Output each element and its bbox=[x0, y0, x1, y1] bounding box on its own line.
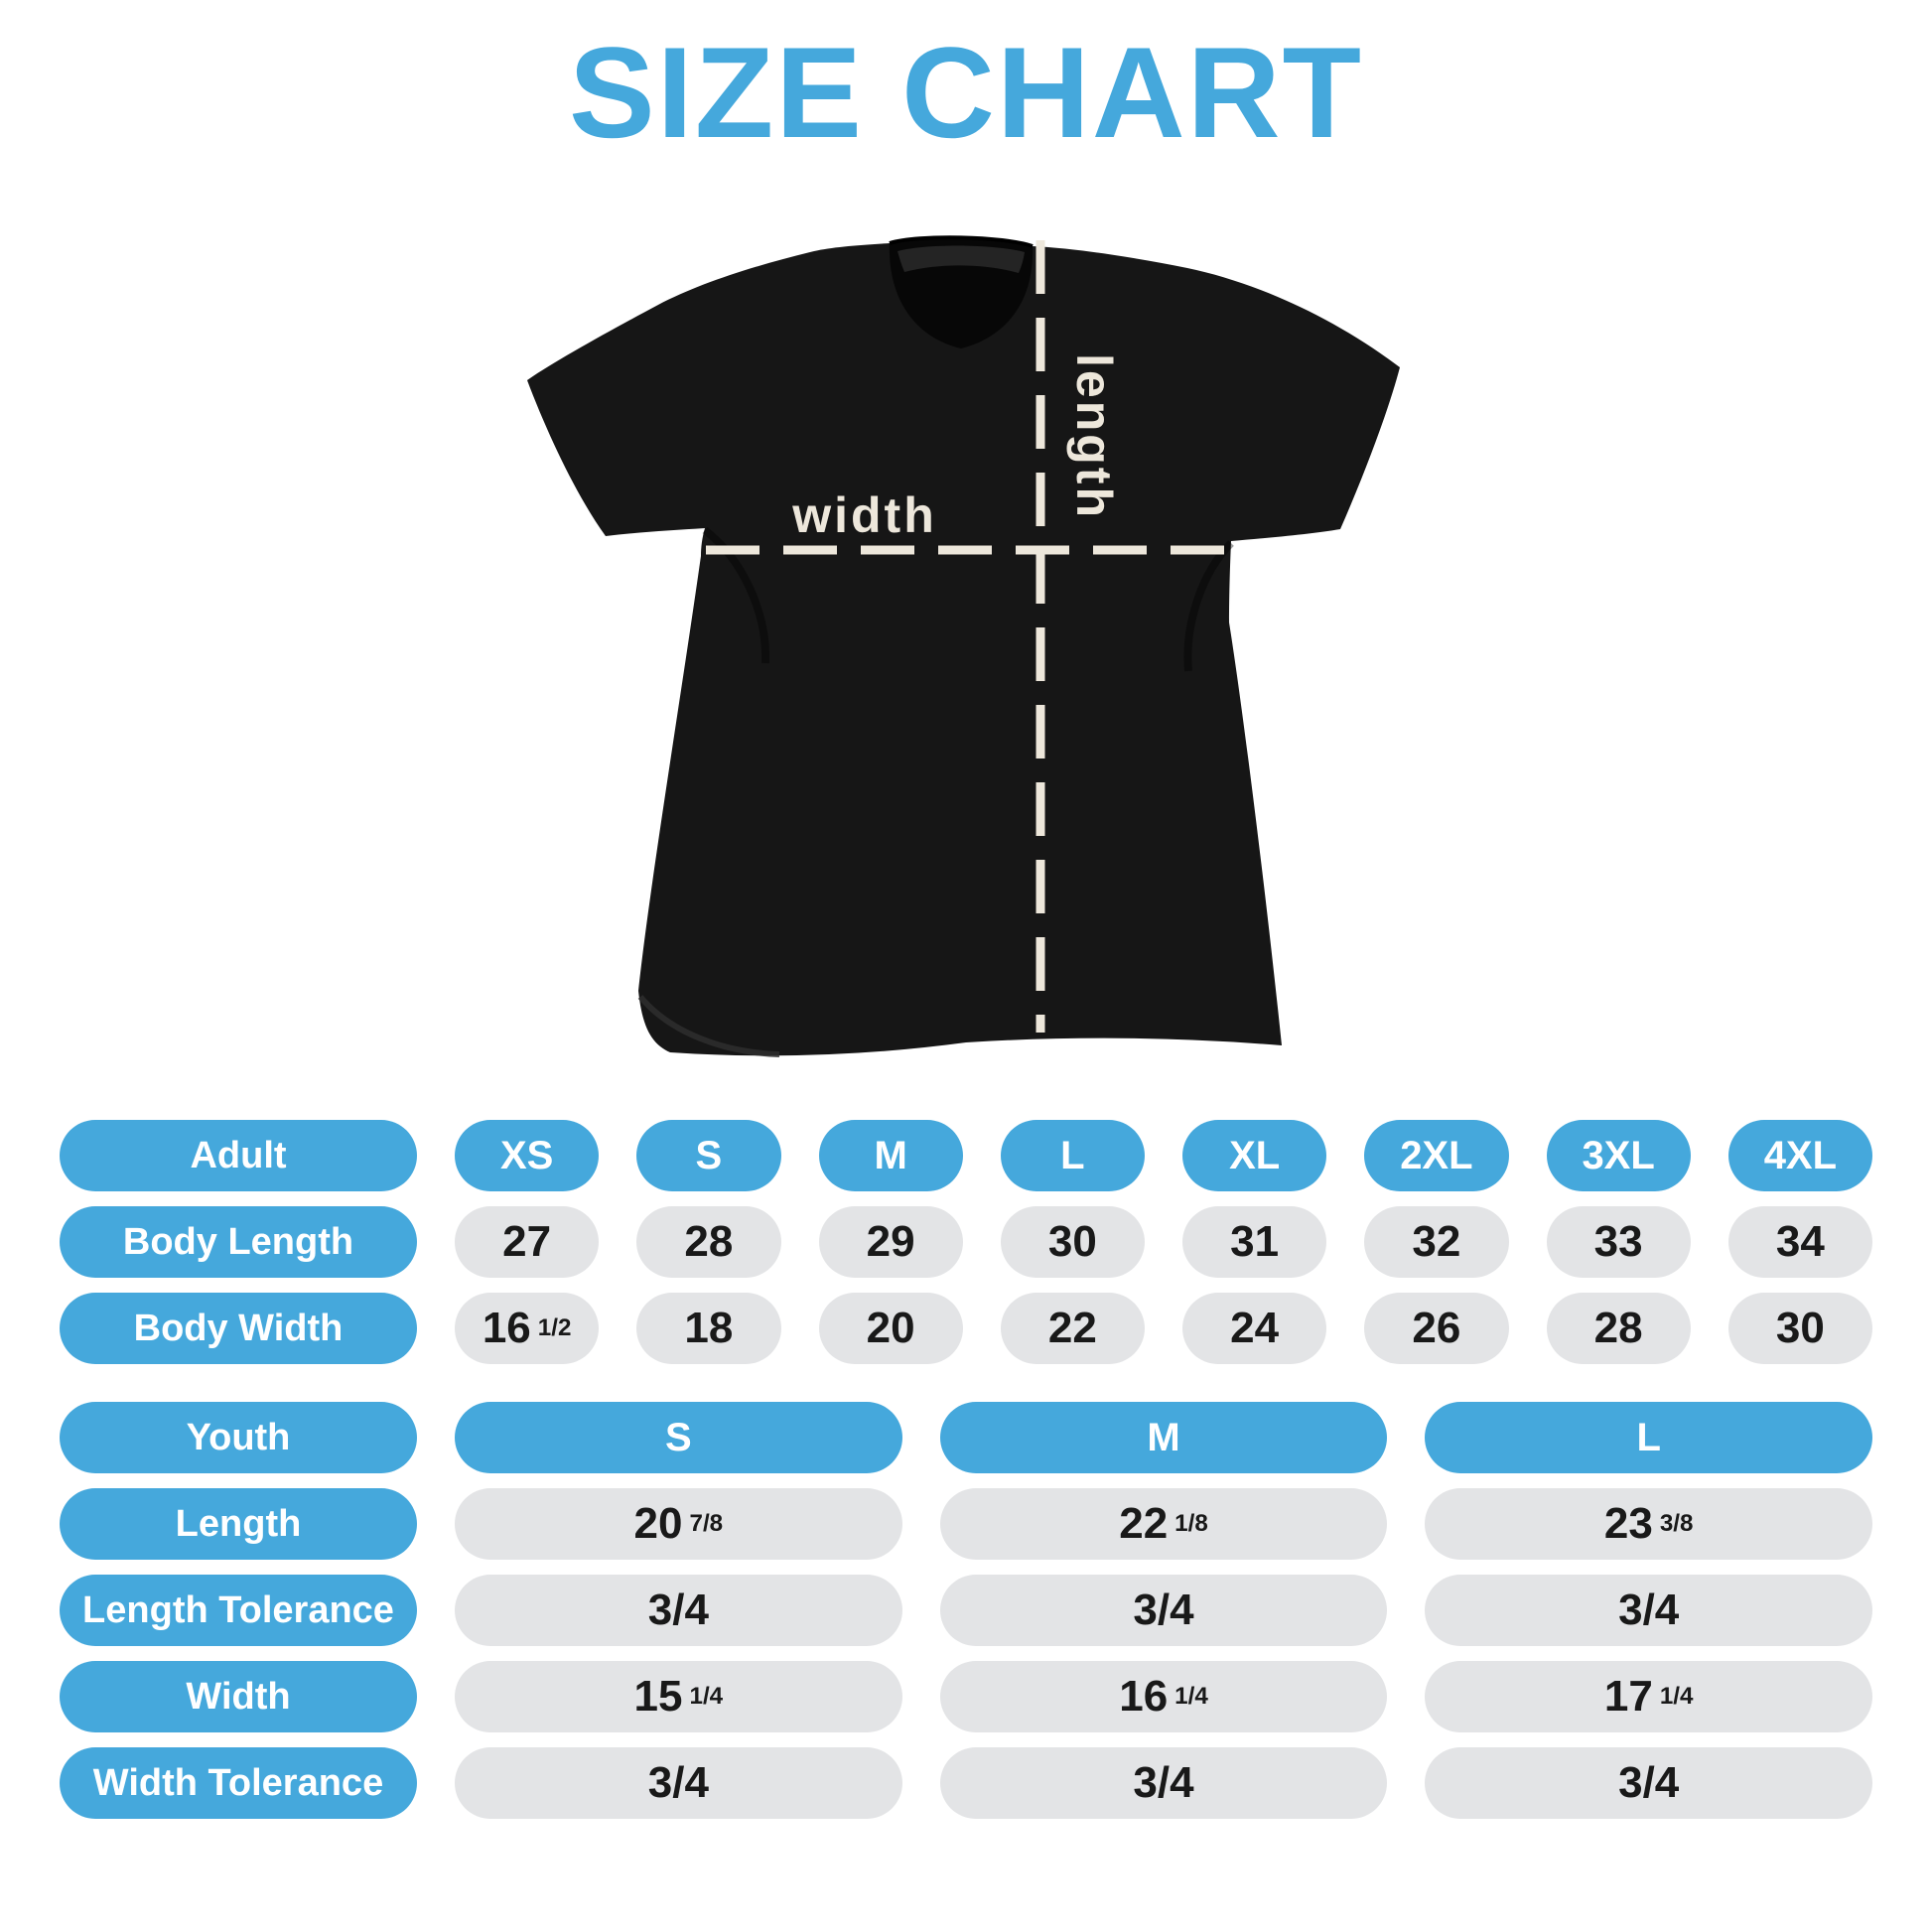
collar-inner-band bbox=[897, 245, 1025, 273]
adult-size-xl: XL bbox=[1182, 1120, 1327, 1191]
adult-header-label: Adult bbox=[60, 1120, 417, 1191]
value-cell: 16 1/2 bbox=[455, 1293, 600, 1364]
adult-size-table: Adult XS S M L XL 2XL 3XL 4XL Body Lengt… bbox=[60, 1120, 1872, 1364]
row-label: Length Tolerance bbox=[60, 1575, 417, 1646]
row-label: Width Tolerance bbox=[60, 1747, 417, 1819]
row-label: Length bbox=[60, 1488, 417, 1560]
value-cell: 3/4 bbox=[939, 1575, 1388, 1646]
size-tables: Adult XS S M L XL 2XL 3XL 4XL Body Lengt… bbox=[60, 1120, 1873, 1819]
value-cell: 31 bbox=[1182, 1206, 1327, 1278]
value-cell: 3/4 bbox=[939, 1747, 1388, 1819]
left-underarm-crease bbox=[702, 526, 770, 664]
row-label: Width bbox=[60, 1661, 417, 1732]
row-label: Body Width bbox=[60, 1293, 417, 1364]
value-cell: 28 bbox=[1546, 1293, 1691, 1364]
value-cell: 32 bbox=[1364, 1206, 1509, 1278]
youth-length-row: Length 20 7/8 22 1/8 23 3/8 bbox=[60, 1488, 1873, 1560]
youth-length-tolerance-row: Length Tolerance 3/4 3/4 3/4 bbox=[60, 1575, 1873, 1646]
value-cell: 34 bbox=[1727, 1206, 1872, 1278]
page-title: SIZE CHART bbox=[569, 20, 1363, 165]
value-cell: 26 bbox=[1364, 1293, 1509, 1364]
value-cell: 22 1/8 bbox=[939, 1488, 1388, 1560]
value-cell: 16 1/4 bbox=[939, 1661, 1388, 1732]
value-cell: 27 bbox=[455, 1206, 600, 1278]
adult-body-width-row: Body Width 16 1/2 18 20 22 24 26 28 30 bbox=[60, 1293, 1872, 1364]
tshirt-body bbox=[527, 238, 1400, 1056]
youth-header-row: Youth S M L bbox=[60, 1402, 1873, 1473]
value-cell: 22 bbox=[1000, 1293, 1145, 1364]
value-cell: 30 bbox=[1000, 1206, 1145, 1278]
youth-header-label: Youth bbox=[60, 1402, 417, 1473]
value-cell: 15 1/4 bbox=[455, 1661, 902, 1732]
value-cell: 17 1/4 bbox=[1425, 1661, 1873, 1732]
value-cell: 28 bbox=[636, 1206, 781, 1278]
value-cell: 3/4 bbox=[1425, 1747, 1873, 1819]
value-cell: 3/4 bbox=[1425, 1575, 1873, 1646]
value-cell: 3/4 bbox=[455, 1747, 902, 1819]
adult-header-row: Adult XS S M L XL 2XL 3XL 4XL bbox=[60, 1120, 1872, 1191]
adult-size-2xl: 2XL bbox=[1364, 1120, 1509, 1191]
collar-rim bbox=[889, 235, 1034, 248]
adult-size-xs: XS bbox=[455, 1120, 600, 1191]
youth-size-m: M bbox=[939, 1402, 1388, 1473]
youth-size-s: S bbox=[455, 1402, 902, 1473]
row-label: Body Length bbox=[60, 1206, 417, 1278]
youth-size-table: Youth S M L Length 20 7/8 22 1/8 23 3/8 Len… bbox=[60, 1402, 1873, 1819]
adult-size-3xl: 3XL bbox=[1546, 1120, 1691, 1191]
value-cell: 20 bbox=[818, 1293, 963, 1364]
adult-size-l: L bbox=[1000, 1120, 1145, 1191]
value-cell: 29 bbox=[818, 1206, 963, 1278]
hem-fold bbox=[637, 995, 780, 1057]
value-cell: 33 bbox=[1546, 1206, 1691, 1278]
youth-size-l: L bbox=[1425, 1402, 1873, 1473]
value-cell: 30 bbox=[1727, 1293, 1872, 1364]
tshirt-graphic: width length bbox=[527, 235, 1400, 1057]
adult-body-length-row: Body Length 27 28 29 30 31 32 33 34 bbox=[60, 1206, 1872, 1278]
value-cell: 3/4 bbox=[455, 1575, 902, 1646]
youth-width-row: Width 15 1/4 16 1/4 17 1/4 bbox=[60, 1661, 1873, 1732]
value-cell: 20 7/8 bbox=[455, 1488, 902, 1560]
value-cell: 24 bbox=[1182, 1293, 1327, 1364]
youth-width-tolerance-row: Width Tolerance 3/4 3/4 3/4 bbox=[60, 1747, 1873, 1819]
adult-size-m: M bbox=[818, 1120, 963, 1191]
length-label: length bbox=[1066, 353, 1122, 520]
adult-size-4xl: 4XL bbox=[1727, 1120, 1872, 1191]
value-cell: 18 bbox=[636, 1293, 781, 1364]
tshirt-measurement-diagram: width length bbox=[519, 197, 1413, 1080]
adult-size-s: S bbox=[636, 1120, 781, 1191]
value-cell: 23 3/8 bbox=[1425, 1488, 1873, 1560]
width-label: width bbox=[791, 487, 937, 543]
